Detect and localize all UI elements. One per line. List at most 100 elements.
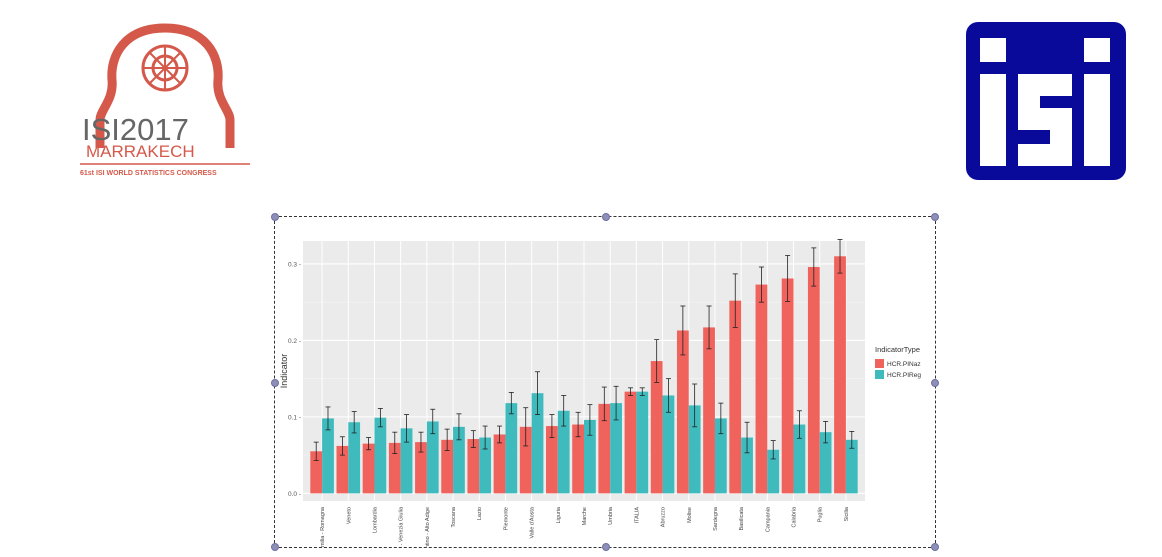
bar-HCR.PINaz-17 [755,284,768,494]
bar-HCR.PIReg-20 [845,439,858,494]
bar-HCR.PIReg-3 [400,428,413,494]
error-bar-HCR.PIReg-13 [665,378,671,413]
bar-HCR.PIReg-13 [662,395,675,494]
error-bar-HCR.PINaz-1 [339,436,345,456]
bar-HCR.PINaz-19 [807,267,820,494]
bar-HCR.PINaz-18 [781,278,794,494]
y-tick-label: 0.2 - [288,338,301,345]
bar-HCR.PIReg-18 [793,424,806,494]
resize-handle-bottom-right[interactable] [931,543,939,551]
error-bar-HCR.PINaz-0 [313,441,319,461]
error-bar-HCR.PIReg-3 [404,414,410,443]
resize-handle-middle-left[interactable] [271,379,279,387]
error-bar-HCR.PINaz-14 [680,305,686,356]
error-bar-HCR.PIReg-7 [508,392,514,415]
x-tick-label: Sicilia [844,506,850,521]
bar-HCR.PINaz-3 [388,442,401,494]
error-bar-HCR.PIReg-0 [325,406,331,431]
bar-HCR.PIReg-5 [453,426,465,494]
bar-HCR.PIReg-19 [819,432,832,494]
bar-HCR.PINaz-7 [493,434,506,494]
error-bar-HCR.PINaz-6 [470,430,476,448]
resize-handle-bottom-center[interactable] [602,543,610,551]
error-bar-HCR.PIReg-2 [377,408,383,428]
bar-HCR.PINaz-9 [546,426,558,494]
x-tick-label: Valle d'Aosta [530,506,536,538]
bar-HCR.PINaz-6 [467,439,480,494]
ornament-icon [95,23,235,148]
x-tick-label: Umbria [608,506,614,525]
bar-HCR.PIReg-1 [348,422,361,494]
resize-handle-top-center[interactable] [602,213,610,221]
error-bar-HCR.PINaz-19 [811,247,817,287]
bar-HCR.PIReg-7 [505,403,518,494]
bar-HCR.PIReg-14 [688,405,701,494]
error-bar-HCR.PIReg-8 [535,371,541,415]
error-bar-HCR.PINaz-16 [732,273,738,328]
legend-swatch-HCR.PIReg [875,370,884,379]
x-tick-label: Trentino - Alto Adige [425,507,431,547]
x-tick-label: Lombardia [372,506,378,533]
x-tick-label: Emilia - Romagna [320,506,326,547]
error-bar-HCR.PINaz-5 [444,428,450,451]
isi2017-marrakech-logo: ISI2017 MARRAKECH 61st ISI WORLD STATIST… [80,23,250,177]
error-bar-HCR.PINaz-4 [418,431,424,453]
x-tick-label: Toscana [451,506,457,527]
bar-HCR.PINaz-1 [336,445,349,494]
resize-handle-bottom-left[interactable] [271,543,279,551]
error-bar-HCR.PIReg-17 [770,440,776,460]
error-bar-HCR.PIReg-9 [561,395,567,427]
error-bar-HCR.PIReg-6 [482,425,488,450]
isi-logo: isi [966,22,1126,180]
x-tick-label: Campania [765,506,771,532]
figure-frame[interactable]: 0.0 - 0.1 - 0.2 - 0.3 - Emilia - Romagna Ven… [271,213,939,551]
isi-logo-text: isi [1046,175,1048,177]
error-bar-HCR.PIReg-14 [692,383,698,428]
legend-label-HCR.PIReg: HCR.PIReg [887,372,921,379]
bar-HCR.PINaz-15 [703,327,715,494]
error-bar-HCR.PINaz-10 [575,411,581,438]
bar-HCR.PINaz-8 [519,426,532,494]
resize-handle-top-right[interactable] [931,213,939,221]
bar-HCR.PINaz-14 [676,330,689,494]
x-tick-label: ITALIA [634,507,640,524]
error-bar-HCR.PIReg-12 [639,387,645,396]
bar-HCR.PIReg-11 [610,403,622,494]
error-bar-HCR.PINaz-15 [706,305,712,350]
x-tick-label: Marche [582,507,588,525]
bar-HCR.PINaz-16 [729,300,742,494]
legend-swatch-HCR.PINaz [875,359,884,368]
error-bar-HCR.PIReg-20 [849,431,855,449]
error-bar-HCR.PINaz-2 [366,437,372,451]
logo-line1: ISI2017 [82,112,189,147]
error-bar-HCR.PINaz-3 [392,431,398,454]
bar-HCR.PINaz-2 [362,443,375,494]
legend-title: IndicatorType [875,345,920,354]
bar-HCR.PINaz-11 [598,403,611,494]
bar-HCR.PIReg-17 [767,449,780,494]
error-bar-HCR.PINaz-20 [837,239,843,274]
resize-handle-middle-right[interactable] [931,379,939,387]
logo-line2: MARRAKECH [86,142,195,161]
bar-HCR.PIReg-8 [531,393,544,494]
x-tick-label: Molise [687,507,693,523]
x-tick-label: Friuli - Venezia Giulia [399,506,405,547]
x-tick-label: Basilicata [739,506,745,530]
y-axis-label: Indicator [279,354,289,389]
resize-handle-top-left[interactable] [271,213,279,221]
error-bar-HCR.PINaz-8 [523,407,529,447]
y-tick-label: 0.1 - [288,414,301,421]
error-bar-HCR.PIReg-15 [718,402,724,435]
bar-HCR.PIReg-6 [479,437,492,494]
error-bar-HCR.PINaz-13 [654,339,660,383]
bar-HCR.PINaz-10 [572,424,584,494]
x-tick-label: Piemonte [503,507,509,530]
bar-HCR.PIReg-10 [584,419,596,494]
error-bar-HCR.PIReg-1 [351,411,357,434]
bar-HCR.PINaz-4 [415,442,427,494]
y-tick-label: 0.3 - [288,261,301,268]
x-tick-label: Abruzzo [661,507,667,527]
bar-HCR.PINaz-12 [624,391,637,494]
legend-label-HCR.PINaz: HCR.PINaz [887,361,921,368]
bar-HCR.PIReg-12 [636,391,649,494]
